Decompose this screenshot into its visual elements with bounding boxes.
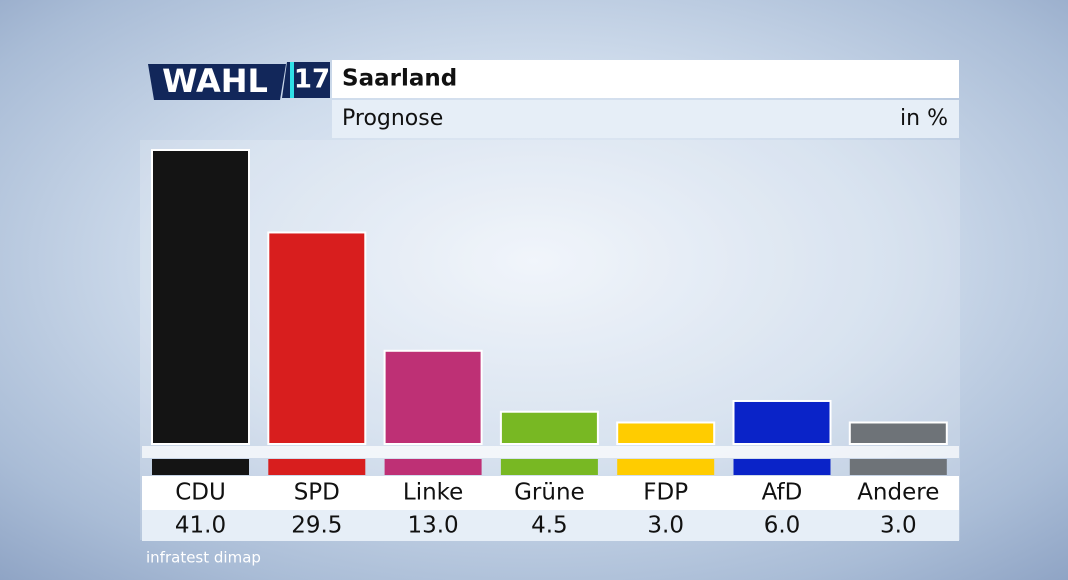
bar-foot <box>384 459 482 475</box>
bar-foot <box>152 459 249 475</box>
bar <box>151 149 250 445</box>
category-label: CDU <box>175 480 226 506</box>
value-label: 4.5 <box>531 513 568 539</box>
bar-foot <box>849 459 947 475</box>
unit-label: in % <box>900 106 948 131</box>
category-label: FDP <box>643 480 688 506</box>
bar <box>267 231 367 445</box>
value-label: 6.0 <box>764 513 801 539</box>
logo-text: WAHL <box>162 62 268 100</box>
category-label: Grüne <box>514 480 585 506</box>
bar-foot <box>617 459 715 475</box>
bar-foot <box>733 459 831 475</box>
value-label: 3.0 <box>647 513 684 539</box>
category-label: Andere <box>857 480 939 506</box>
value-label: 3.0 <box>880 513 917 539</box>
chart-subtitle: Prognose <box>342 106 443 131</box>
logo-accent <box>290 62 294 98</box>
value-label: 29.5 <box>291 513 342 539</box>
bar-foot <box>268 459 366 475</box>
source: infratest dimap <box>146 549 261 567</box>
category-row <box>142 476 959 510</box>
value-row <box>142 510 959 541</box>
subtitle-box <box>332 100 959 138</box>
value-label: 41.0 <box>175 513 226 539</box>
category-label: Linke <box>403 480 463 506</box>
logo-year: 17 <box>294 65 330 95</box>
baseline-band <box>142 446 959 458</box>
bar <box>383 349 483 445</box>
bar-foot <box>500 459 598 475</box>
chart-title: Saarland <box>342 66 457 92</box>
bar <box>616 421 716 445</box>
value-label: 13.0 <box>407 513 458 539</box>
category-label: AfD <box>762 480 803 506</box>
bar <box>848 421 948 445</box>
bar <box>732 399 832 446</box>
category-label: SPD <box>294 480 340 506</box>
title-box <box>332 60 959 98</box>
bar <box>499 410 599 446</box>
logo-box <box>148 64 286 100</box>
